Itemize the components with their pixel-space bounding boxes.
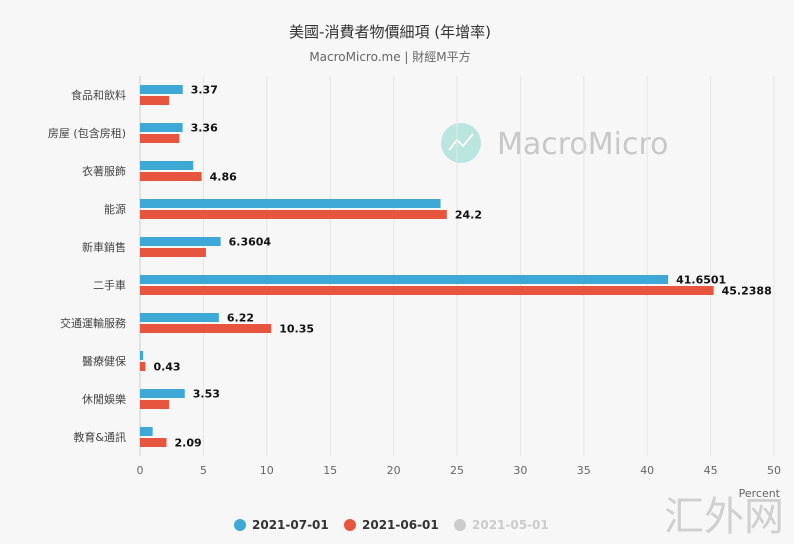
bar-2021-07-01 [140,275,669,284]
data-label: 24.2 [455,209,482,222]
bar-2021-06-01 [140,400,170,409]
category-label: 房屋 (包含房租) [48,126,126,140]
category-label: 新車銷售 [82,240,126,254]
macromicro-watermark: MacroMicro [441,123,669,163]
chart-title: 美國-消費者物價細項 (年增率) [289,23,491,41]
data-label: 2.09 [175,437,202,450]
bar-2021-06-01 [140,172,202,181]
category-label: 醫療健保 [82,354,126,368]
x-tick-label: 25 [450,464,464,477]
category-label: 交通運輸服務 [60,316,126,330]
data-label: 41.6501 [676,274,726,287]
x-tick-label: 5 [200,464,207,477]
category-label: 食品和飲料 [71,88,126,102]
bar-2021-07-01 [140,389,185,398]
bar-2021-06-01 [140,286,714,295]
bar-2021-07-01 [140,237,221,246]
bar-2021-07-01 [140,351,144,360]
legend-label: 2021-06-01 [362,518,439,532]
data-label: 3.53 [193,388,220,401]
legend-item-2021-05-01[interactable]: 2021-05-01 [454,518,549,532]
bar-2021-07-01 [140,85,183,94]
bar-2021-07-01 [140,313,219,322]
data-label: 0.43 [153,361,180,374]
x-axis-label: Percent [739,487,781,500]
bar-2021-07-01 [140,199,441,208]
data-label: 3.36 [191,122,218,135]
x-tick-label: 35 [577,464,591,477]
data-label: 10.35 [279,323,314,336]
bar-2021-07-01 [140,161,194,170]
data-label: 6.3604 [229,236,272,249]
x-tick-label: 15 [323,464,337,477]
legend-item-2021-06-01[interactable]: 2021-06-01 [344,518,439,532]
data-label: 6.22 [227,312,254,325]
legend-marker [344,519,356,531]
legend-marker [454,519,466,531]
data-label: 3.37 [191,84,218,97]
category-label: 教育&通訊 [73,430,126,444]
legend-label: 2021-07-01 [252,518,329,532]
bar-2021-06-01 [140,438,167,447]
chart-subtitle: MacroMicro.me | 財經M平方 [309,49,470,64]
bar-2021-06-01 [140,96,170,105]
watermark-logo-text: MacroMicro [497,127,669,162]
x-tick-label: 30 [513,464,527,477]
x-tick-label: 50 [767,464,781,477]
legend-item-2021-07-01[interactable]: 2021-07-01 [234,518,329,532]
data-label: 45.2388 [722,285,772,298]
bar-2021-06-01 [140,362,146,371]
category-label: 休閒娛樂 [82,392,126,406]
x-tick-label: 40 [640,464,654,477]
category-label: 能源 [104,202,126,216]
corner-watermark: 汇外网 [664,494,784,540]
x-tick-label: 45 [704,464,718,477]
x-tick-label: 10 [260,464,274,477]
category-label: 衣著服飾 [82,164,126,178]
legend-marker [234,519,246,531]
bar-2021-06-01 [140,324,272,333]
x-tick-label: 0 [137,464,144,477]
bar-2021-06-01 [140,134,180,143]
bar-2021-06-01 [140,248,206,257]
bar-2021-06-01 [140,210,447,219]
x-tick-label: 20 [387,464,401,477]
legend-label: 2021-05-01 [472,518,549,532]
bar-2021-07-01 [140,123,183,132]
bar-2021-07-01 [140,427,153,436]
data-label: 4.86 [210,171,237,184]
category-label: 二手車 [93,278,126,292]
